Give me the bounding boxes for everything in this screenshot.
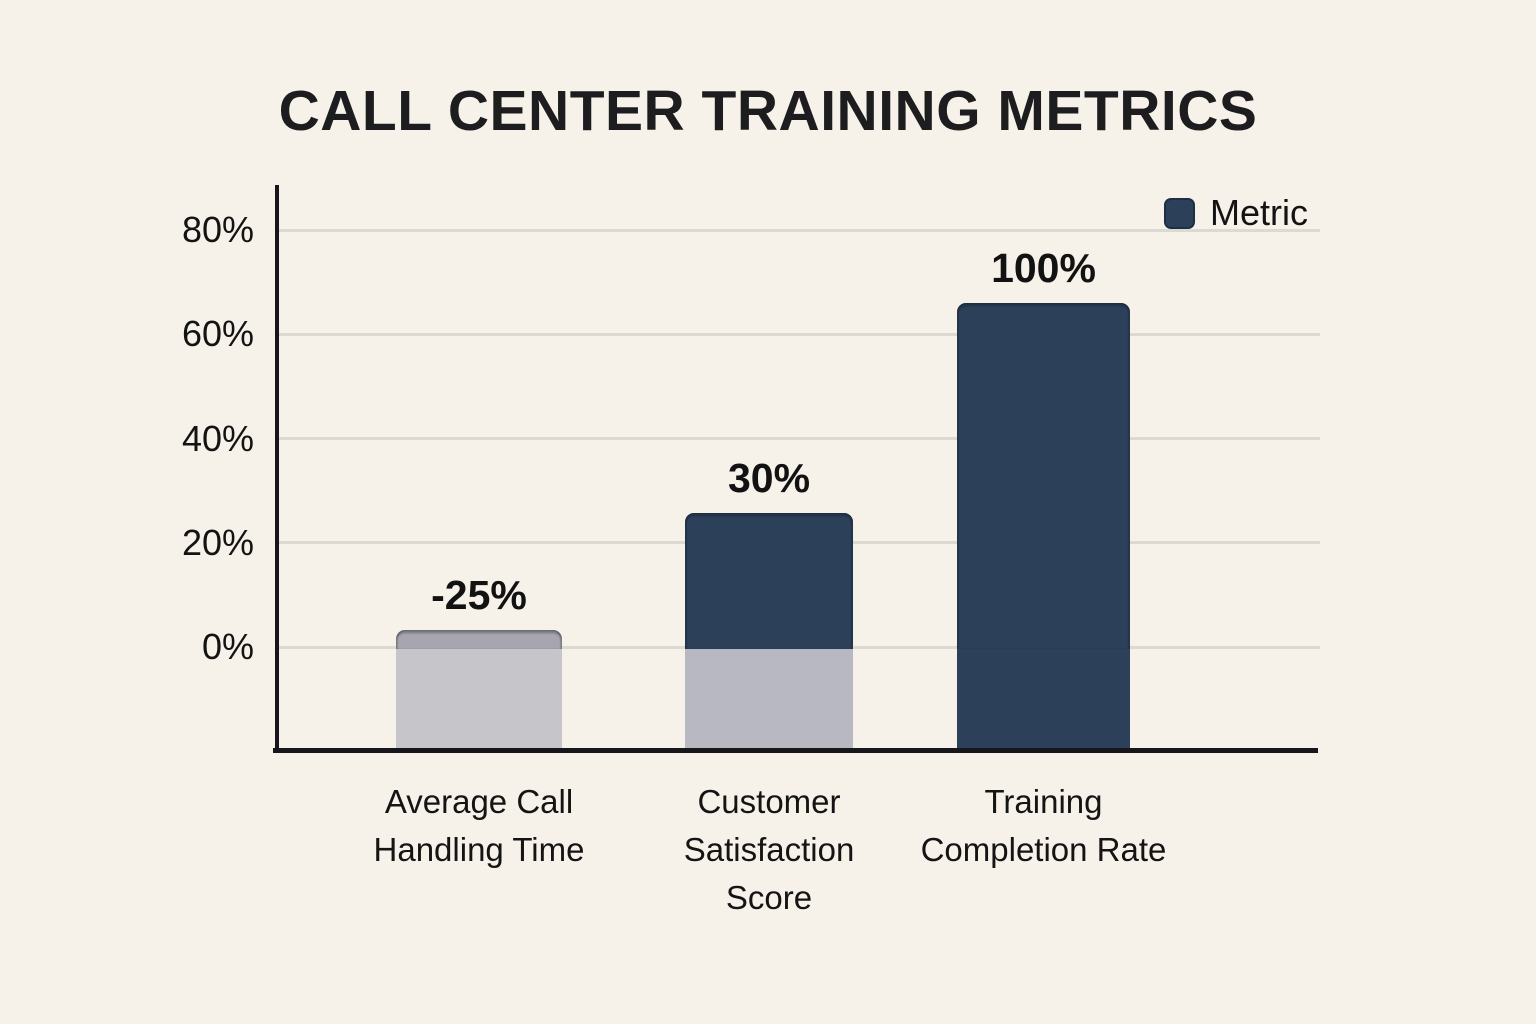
y-tick-label: 40% xyxy=(181,417,254,459)
y-tick-label: 80% xyxy=(181,209,254,250)
category-label-line: Average Call xyxy=(384,783,574,820)
bar-training xyxy=(957,302,1130,649)
legend: Metric xyxy=(1164,192,1308,233)
legend-label: Metric xyxy=(1210,192,1308,233)
y-tick-label: 20% xyxy=(181,521,254,563)
category-label-line: Training xyxy=(984,783,1103,820)
category-label-line: Score xyxy=(725,879,813,916)
gridline-40% xyxy=(279,437,1320,440)
bar-value-label: -25% xyxy=(431,571,527,618)
y-tick-label: 0% xyxy=(201,626,254,667)
bar-segment-below-zero xyxy=(957,647,1130,748)
bar-customer xyxy=(685,513,853,649)
bar-category-label: Customer Satisfaction Score xyxy=(579,778,959,922)
bar-segment-below-zero xyxy=(396,647,562,748)
y-tick-label: 60% xyxy=(181,313,254,355)
bar-value-label: 100% xyxy=(991,244,1096,291)
x-axis-line xyxy=(273,748,1318,753)
legend-swatch-metric xyxy=(1164,197,1195,229)
gridline-80% xyxy=(279,228,1320,232)
bar-category-label: Average Call Handling Time xyxy=(289,778,669,874)
bar-category-label: Training Completion Rate xyxy=(854,778,1234,874)
gridline-60% xyxy=(279,332,1320,336)
category-label-line: Completion Rate xyxy=(920,831,1167,868)
category-label-line: Customer xyxy=(697,783,841,820)
bar-segment-below-zero xyxy=(685,647,853,748)
y-axis-line xyxy=(275,185,279,753)
category-label-line: Satisfaction xyxy=(683,831,855,868)
bar-value-label: 30% xyxy=(727,455,811,502)
bar-average-call xyxy=(396,629,562,649)
category-label-line: Handling Time xyxy=(373,831,585,868)
chart-title: CALL CENTER TRAINING METRICS xyxy=(278,79,1258,143)
